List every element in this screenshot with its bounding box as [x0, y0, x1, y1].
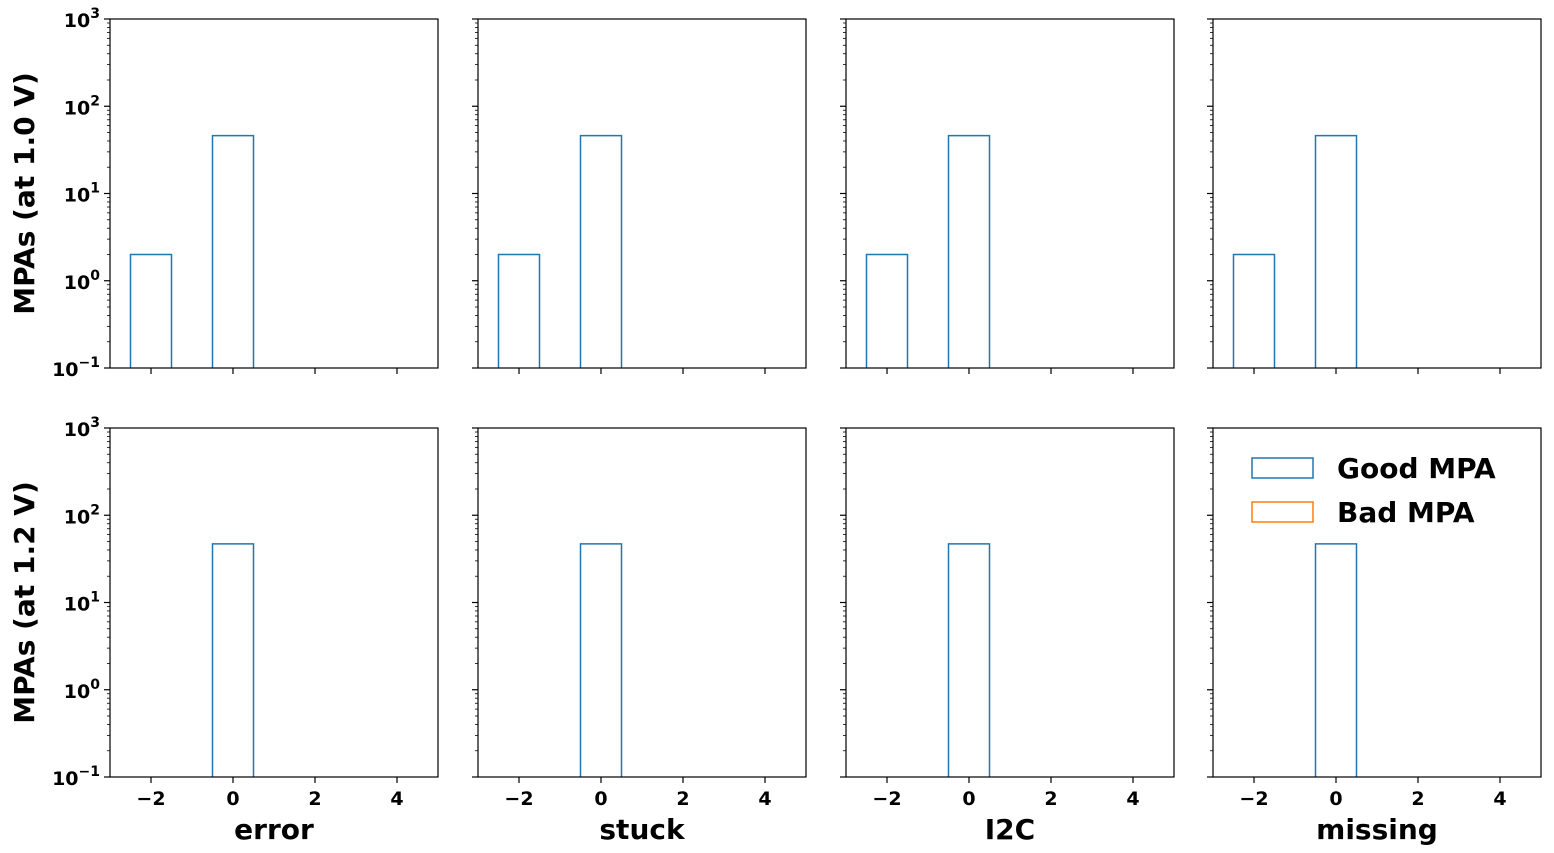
- axes-frame: [1212, 18, 1542, 369]
- axes-frame: [845, 18, 1175, 369]
- x-tick-label: −2: [504, 788, 533, 810]
- histogram-bar-2: [579, 134, 623, 368]
- panel-r0-c0: 10−1 100 101 102 103: [52, 6, 439, 381]
- x-tick-label: 2: [308, 788, 321, 810]
- legend-swatch-2: [1251, 501, 1314, 523]
- y-tick-label: 10−1: [52, 764, 100, 790]
- panel-r1-c3: −2 0 2 4 missing: [1207, 427, 1542, 846]
- axes-frame: [109, 427, 439, 778]
- panel-r1-c2: −2 0 2 4 I2C: [840, 427, 1175, 846]
- x-tick-label: 2: [1411, 788, 1424, 810]
- x-tick-label: 4: [1126, 788, 1139, 810]
- x-axis-label: I2C: [985, 813, 1035, 846]
- x-axis-label: error: [234, 813, 314, 846]
- histogram-bar-1: [497, 253, 541, 368]
- x-tick-label: −2: [872, 788, 901, 810]
- panel-r0-c3: [1207, 18, 1542, 374]
- y-axis-label: MPAs (at 1.0 V): [8, 72, 41, 315]
- histogram-bar-1: [1314, 543, 1358, 777]
- legend-swatch-1: [1251, 457, 1314, 479]
- x-axis-label: stuck: [599, 813, 686, 846]
- histogram-bar-2: [211, 134, 255, 368]
- y-tick-label: 101: [64, 590, 100, 616]
- x-tick-label: −2: [1239, 788, 1268, 810]
- panel-r1-c1: −2 0 2 4 stuck: [472, 427, 807, 846]
- histogram-bar-1: [579, 543, 623, 777]
- axes-frame: [845, 427, 1175, 778]
- legend-label-1: Good MPA: [1337, 452, 1496, 485]
- x-tick-label: 0: [962, 788, 975, 810]
- x-tick-label: 4: [390, 788, 403, 810]
- axes-frame: [109, 18, 439, 369]
- histogram-bar-2: [1314, 134, 1358, 368]
- histogram-bar-1: [129, 253, 173, 368]
- y-tick-label: 101: [64, 181, 100, 207]
- x-tick-label: 4: [1493, 788, 1506, 810]
- axes-frame: [477, 427, 807, 778]
- y-tick-label: 10−1: [52, 355, 100, 381]
- x-tick-label: 4: [758, 788, 771, 810]
- y-tick-label: 102: [64, 93, 100, 119]
- x-axis-label: missing: [1316, 813, 1438, 846]
- x-tick-label: 2: [676, 788, 689, 810]
- x-tick-label: 2: [1044, 788, 1057, 810]
- legend-label-2: Bad MPA: [1337, 496, 1475, 529]
- y-axis-label: MPAs (at 1.2 V): [8, 481, 41, 724]
- histogram-bar-1: [947, 543, 991, 777]
- y-tick-label: 102: [64, 502, 100, 528]
- histogram-bar-1: [1232, 253, 1276, 368]
- x-tick-label: 0: [594, 788, 607, 810]
- axes-frame: [477, 18, 807, 369]
- y-tick-label: 103: [64, 6, 100, 32]
- panel-r0-c2: [840, 18, 1175, 374]
- panel-r0-c1: [472, 18, 807, 374]
- y-tick-label: 100: [64, 268, 100, 294]
- x-tick-label: −2: [136, 788, 165, 810]
- histogram-bar-1: [211, 543, 255, 777]
- legend: Good MPA Bad MPA: [1251, 452, 1496, 529]
- x-tick-label: 0: [226, 788, 239, 810]
- y-tick-label: 100: [64, 677, 100, 703]
- histogram-bar-1: [865, 253, 909, 368]
- x-tick-label: 0: [1329, 788, 1342, 810]
- histogram-bar-2: [947, 134, 991, 368]
- panel-r1-c0: −2 0 2 4 10−1 100 101 102 103 error: [52, 415, 439, 846]
- y-tick-label: 103: [64, 415, 100, 441]
